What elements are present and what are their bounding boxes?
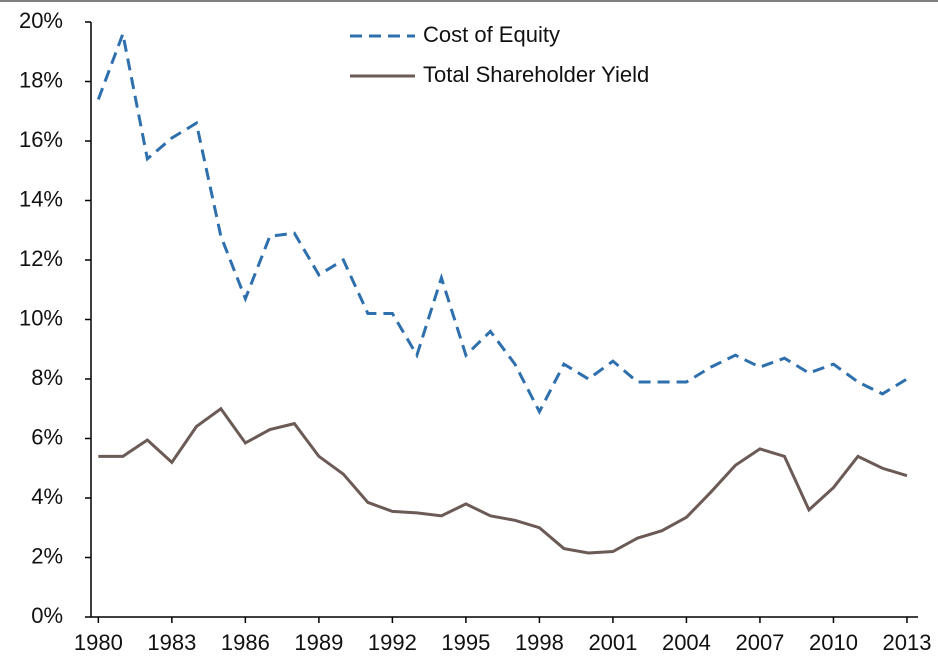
y-tick-label: 10% <box>19 305 63 330</box>
y-tick-label: 0% <box>31 603 63 628</box>
y-tick-label: 18% <box>19 67 63 92</box>
y-tick-label: 4% <box>31 484 63 509</box>
x-tick-label: 1986 <box>221 630 270 655</box>
x-tick-label: 2001 <box>588 630 637 655</box>
legend-label: Cost of Equity <box>423 22 560 47</box>
x-tick-label: 2013 <box>882 630 931 655</box>
y-tick-label: 2% <box>31 543 63 568</box>
x-tick-label: 1998 <box>515 630 564 655</box>
series-line <box>98 406 908 555</box>
legend-label: Total Shareholder Yield <box>423 62 649 87</box>
y-tick-label: 14% <box>19 186 63 211</box>
y-tick-label: 12% <box>19 246 63 271</box>
x-tick-label: 2010 <box>809 630 858 655</box>
y-tick-label: 8% <box>31 365 63 390</box>
x-tick-label: 1989 <box>294 630 343 655</box>
y-tick-label: 6% <box>31 424 63 449</box>
series-line <box>96 28 908 416</box>
x-tick-label: 1983 <box>147 630 196 655</box>
x-tick-label: 2004 <box>662 630 711 655</box>
y-tick-label: 20% <box>19 8 63 33</box>
x-tick-label: 2007 <box>735 630 784 655</box>
x-tick-label: 1980 <box>74 630 123 655</box>
y-tick-label: 16% <box>19 127 63 152</box>
x-tick-label: 1992 <box>368 630 417 655</box>
x-tick-label: 1995 <box>441 630 490 655</box>
